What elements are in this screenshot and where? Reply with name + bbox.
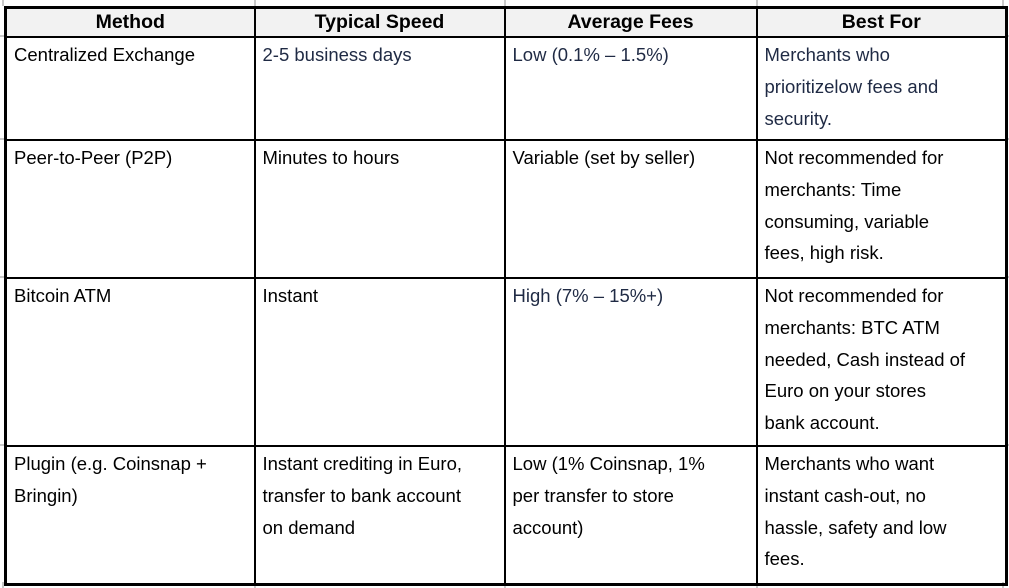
cell-speed: Minutes to hours	[253, 139, 506, 279]
cell-fees: High (7% – 15%+)	[503, 277, 758, 447]
cell-best-for: Not recommended for merchants: BTC ATM n…	[755, 277, 1008, 447]
column-header-typical-speed: Typical Speed	[253, 6, 506, 38]
header-row: Method Typical Speed Average Fees Best F…	[4, 6, 1008, 38]
table-row: Bitcoin ATM Instant High (7% – 15%+) Not…	[4, 277, 1008, 447]
cell-best-for: Merchants who want instant cash-out, no …	[755, 445, 1008, 585]
cell-method: Plugin (e.g. Coinsnap + Bringin)	[4, 445, 256, 585]
cell-speed: Instant crediting in Euro, transfer to b…	[253, 445, 506, 585]
cell-speed: 2-5 business days	[253, 36, 506, 141]
cell-fees: Low (0.1% – 1.5%)	[503, 36, 758, 141]
cell-method: Bitcoin ATM	[4, 277, 256, 447]
cell-fees: Variable (set by seller)	[503, 139, 758, 279]
cell-fees: Low (1% Coinsnap, 1% per transfer to sto…	[503, 445, 758, 585]
column-header-method: Method	[4, 6, 256, 38]
table-row: Peer-to-Peer (P2P) Minutes to hours Vari…	[4, 139, 1008, 279]
cell-best-for: Not recommended for merchants: Time cons…	[755, 139, 1008, 279]
cell-method: Peer-to-Peer (P2P)	[4, 139, 256, 279]
cell-best-for: Merchants who prioritizelow fees and sec…	[755, 36, 1008, 141]
column-header-best-for: Best For	[755, 6, 1008, 38]
cell-speed: Instant	[253, 277, 506, 447]
comparison-table: Method Typical Speed Average Fees Best F…	[4, 6, 1008, 586]
table-row: Centralized Exchange 2-5 business days L…	[4, 36, 1008, 141]
column-header-average-fees: Average Fees	[503, 6, 758, 38]
cell-method: Centralized Exchange	[4, 36, 256, 141]
table-row: Plugin (e.g. Coinsnap + Bringin) Instant…	[4, 445, 1008, 585]
